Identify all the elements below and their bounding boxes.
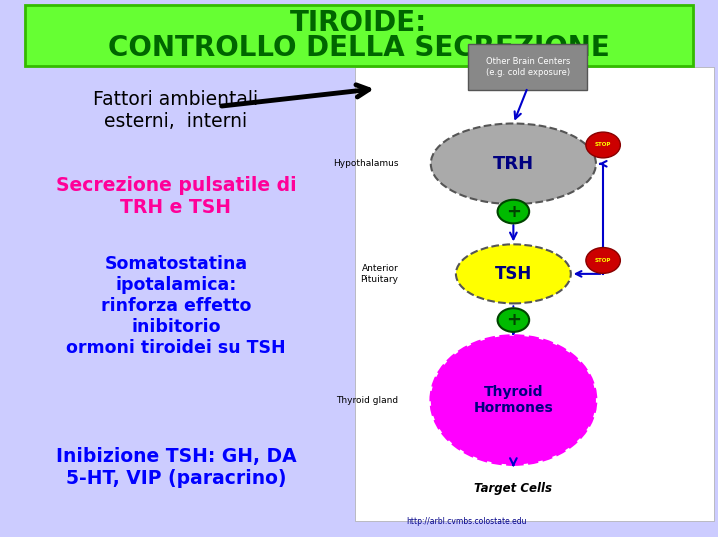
Text: Secrezione pulsatile di
TRH e TSH: Secrezione pulsatile di TRH e TSH: [55, 176, 297, 216]
Text: +: +: [506, 311, 521, 329]
Ellipse shape: [431, 124, 596, 204]
Text: Thyroid gland: Thyroid gland: [336, 396, 398, 404]
Circle shape: [586, 132, 620, 158]
Text: STOP: STOP: [595, 142, 611, 148]
Text: Thyroid
Hormones: Thyroid Hormones: [473, 385, 554, 415]
Text: CONTROLLO DELLA SECREZIONE: CONTROLLO DELLA SECREZIONE: [108, 34, 610, 62]
FancyBboxPatch shape: [25, 5, 693, 66]
FancyBboxPatch shape: [468, 45, 587, 90]
Ellipse shape: [456, 244, 571, 303]
Text: TSH: TSH: [495, 265, 532, 283]
Text: Hypothalamus: Hypothalamus: [333, 159, 398, 168]
Text: STOP: STOP: [595, 258, 611, 263]
Circle shape: [586, 248, 620, 273]
Text: http://arbl.cvmbs.colostate.edu: http://arbl.cvmbs.colostate.edu: [406, 518, 527, 526]
FancyBboxPatch shape: [355, 67, 714, 521]
Circle shape: [498, 200, 529, 223]
Text: Target Cells: Target Cells: [475, 482, 552, 495]
Text: Fattori ambientali
esterni,  interni: Fattori ambientali esterni, interni: [93, 90, 258, 130]
Text: Other Brain Centers
(e.g. cold exposure): Other Brain Centers (e.g. cold exposure): [485, 57, 570, 77]
Text: Anterior
Pituitary: Anterior Pituitary: [360, 264, 398, 284]
Text: TIROIDE:: TIROIDE:: [290, 9, 428, 37]
Text: TRH: TRH: [493, 155, 534, 173]
Ellipse shape: [431, 336, 596, 465]
Text: Somatostatina
ipotalamica:
rinforza effetto
inibitorio
ormoni tiroidei su TSH: Somatostatina ipotalamica: rinforza effe…: [66, 256, 286, 357]
Text: +: +: [506, 202, 521, 221]
Circle shape: [498, 308, 529, 332]
Text: Inibizione TSH: GH, DA
5-HT, VIP (paracrino): Inibizione TSH: GH, DA 5-HT, VIP (paracr…: [55, 447, 297, 488]
